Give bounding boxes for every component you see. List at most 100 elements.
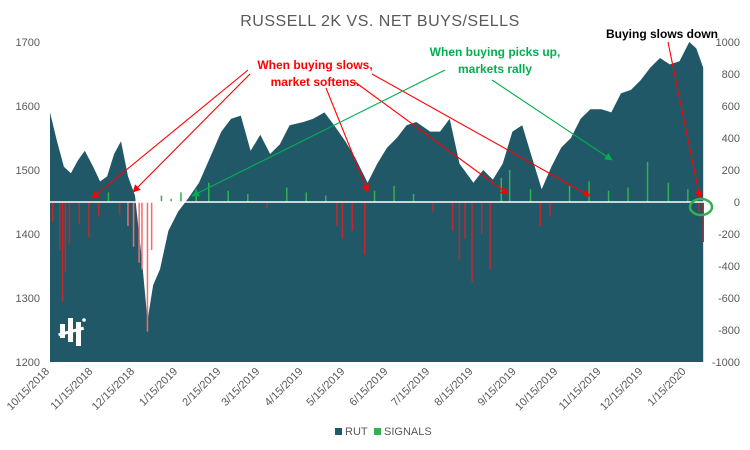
signal-bar: [138, 202, 140, 263]
arrow-red-4: [354, 81, 509, 195]
signal-bar: [607, 190, 610, 202]
signal-bar: [180, 192, 182, 202]
right-axis: -1000 -800 -600 -400 -200 0 200 400 600 800 1000: [712, 37, 740, 369]
arrow-red-5: [371, 73, 591, 197]
arrow-green-1: [191, 69, 446, 197]
signal-bar: [489, 202, 491, 270]
x-axis-tick: 1/15/2019: [137, 366, 180, 409]
right-axis-tick: 1000: [716, 37, 740, 49]
signal-bar: [61, 202, 64, 302]
signal-bar: [325, 195, 327, 202]
annotation-picks-line-1: When buying picks up,: [430, 45, 561, 59]
signal-bar: [549, 202, 551, 217]
signal-bar: [432, 202, 434, 212]
x-axis-tick: 1/15/2020: [646, 366, 689, 409]
annotation-slows-line-2: market softens.: [271, 75, 360, 89]
arrow-green-2: [491, 79, 613, 161]
x-axis-tick: 9/15/2019: [476, 366, 519, 409]
x-axis-tick: 11/15/2019: [557, 366, 604, 413]
x-axis-tick: 10/15/2018: [5, 366, 52, 413]
signal-bar: [702, 202, 704, 242]
legend-swatch-signals: [374, 428, 381, 435]
annotation-buying-picks-up: When buying picks up, markets rally: [191, 45, 613, 197]
right-axis-tick: 800: [722, 69, 740, 81]
annotation-slows-down-text: Buying slows down: [606, 27, 718, 41]
x-axis-tick: 12/15/2018: [90, 366, 137, 413]
signal-bar: [588, 181, 590, 202]
signal-bar: [127, 202, 129, 226]
signal-bar: [373, 190, 376, 202]
signal-bar: [667, 182, 670, 202]
x-axis-tick: 5/15/2019: [304, 366, 347, 409]
signal-bar: [508, 170, 511, 202]
left-axis-tick: 1200: [16, 357, 40, 369]
signal-bar: [646, 162, 649, 202]
arrow-red-2: [132, 73, 251, 193]
signal-bar: [568, 186, 571, 202]
signal-bar: [52, 202, 54, 222]
signal-bar: [529, 189, 532, 202]
signal-bar: [351, 202, 353, 231]
signal-bar: [393, 186, 395, 202]
signal-bar: [208, 182, 210, 202]
left-axis-tick: 1500: [16, 165, 40, 177]
signal-bar: [464, 202, 466, 239]
signal-bar: [698, 202, 700, 212]
x-axis-tick: 2/15/2019: [180, 366, 223, 409]
signal-bar: [98, 202, 100, 217]
x-axis-tick: 4/15/2019: [263, 366, 306, 409]
legend-label-signals: SIGNALS: [384, 426, 432, 438]
annotation-picks-line-2: markets rally: [458, 62, 532, 76]
signal-bar: [59, 202, 61, 250]
right-axis-tick: -1000: [712, 357, 740, 369]
signal-bar: [141, 202, 143, 270]
left-axis-tick: 1700: [16, 37, 40, 49]
left-axis-tick: 1300: [16, 293, 40, 305]
signal-bar: [227, 190, 229, 202]
right-axis-tick: -800: [718, 325, 740, 337]
right-axis-tick: -400: [718, 261, 740, 273]
signal-bar: [458, 202, 461, 260]
signal-bar: [305, 192, 307, 202]
signal-bar: [150, 202, 153, 250]
logo-icon: [58, 318, 86, 346]
right-axis-tick: 200: [722, 165, 740, 177]
signal-bar: [286, 187, 288, 202]
signal-bar: [146, 202, 149, 332]
highlight-circle: [688, 197, 714, 217]
signal-bar: [118, 202, 121, 215]
signal-bar: [170, 198, 172, 202]
signal-bar: [687, 189, 689, 202]
signal-bar: [627, 187, 629, 202]
arrow-red-6: [667, 41, 703, 199]
signal-bar: [481, 202, 483, 234]
x-axis-tick: 12/15/2019: [598, 366, 645, 413]
signal-bar: [451, 202, 454, 231]
right-axis-tick: 400: [722, 133, 740, 145]
legend-label-rut: RUT: [345, 426, 368, 438]
chart-title: RUSSELL 2K VS. NET BUYS/SELLS: [240, 13, 520, 30]
signal-bar: [364, 202, 366, 255]
signal-bar: [160, 195, 163, 202]
signal-bar: [195, 189, 197, 202]
signal-bar: [78, 202, 80, 225]
annotation-buying-slows: When buying slows, market softens.: [91, 58, 591, 199]
right-axis-tick: -600: [718, 293, 740, 305]
signal-bar: [471, 202, 473, 282]
signal-bar: [64, 202, 67, 273]
signal-bar: [132, 202, 135, 247]
left-axis-tick: 1400: [16, 229, 40, 241]
signal-bar: [539, 202, 541, 226]
annotation-buying-slows-down: Buying slows down: [606, 27, 718, 217]
signal-bar: [107, 192, 110, 202]
signal-bar: [341, 202, 344, 239]
right-axis-tick: 600: [722, 101, 740, 113]
signal-bar: [336, 202, 338, 226]
legend-swatch-rut: [335, 428, 342, 435]
signal-bar: [68, 202, 71, 244]
signal-bar: [266, 202, 268, 209]
x-axis-tick: 6/15/2019: [347, 366, 390, 409]
annotation-slows-line-1: When buying slows,: [257, 58, 372, 72]
x-axis-tick: 8/15/2019: [432, 366, 475, 409]
